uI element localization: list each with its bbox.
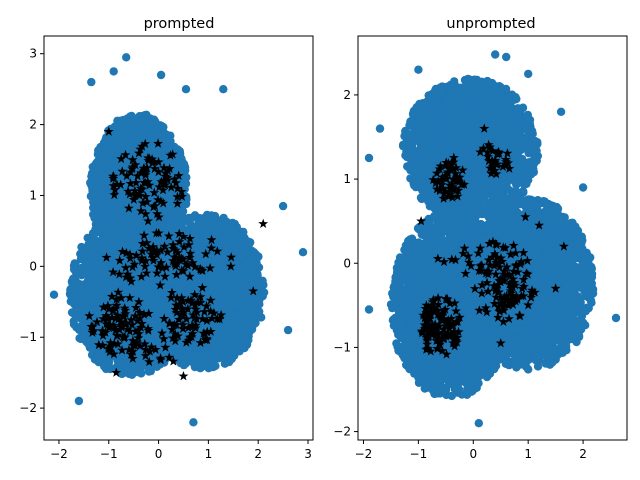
circle-point [99,196,109,205]
circle-point [110,122,120,131]
circle-point [127,112,136,122]
circle-point [169,210,178,219]
circle-point [95,155,105,165]
circle-point [69,274,78,283]
circle-point [147,144,156,154]
circle-point [76,281,85,290]
circle-point [122,359,131,368]
circle-point [128,224,137,233]
circle-point [122,132,131,141]
circle-point [141,121,150,130]
circle-point [98,183,107,192]
circle-point [181,174,190,183]
circle-point [103,162,112,171]
circle-point [166,131,175,140]
circle-point [175,147,184,156]
circle-point [91,225,100,234]
circle-point [158,123,167,132]
circle-point [90,213,99,223]
circle-point [107,146,117,155]
circle-point [178,159,188,168]
plot-area-prompted [49,53,308,427]
circle-point [91,173,100,182]
subplot-title-prompted: prompted [144,16,215,32]
circle-point [102,139,111,148]
circle-point [162,142,171,151]
circle-point [94,146,103,155]
circle-point [114,200,123,210]
circle-point [98,207,108,216]
circle-point [149,123,158,132]
circle-point [89,165,99,174]
circle-point [130,143,140,152]
